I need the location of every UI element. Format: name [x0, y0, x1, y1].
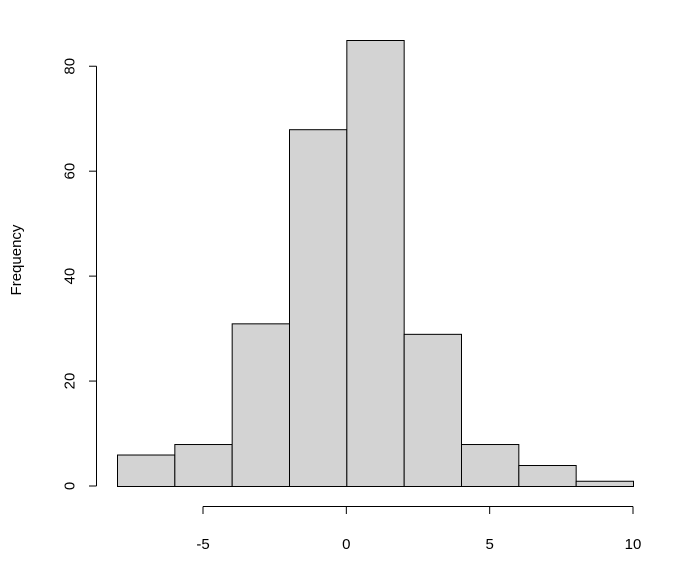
x-axis: -5 0 5 10	[196, 506, 642, 553]
bars-group	[117, 40, 635, 488]
histogram-bar	[518, 465, 577, 488]
histogram-bar	[289, 129, 348, 487]
y-tick-label: 20	[61, 373, 78, 390]
y-tick-label: 60	[61, 163, 78, 180]
histogram-bar	[346, 40, 405, 487]
y-axis-title: Frequency	[8, 224, 25, 295]
y-tick-label: 80	[61, 58, 78, 75]
x-tick-label: 10	[625, 536, 642, 553]
y-tick-label: 0	[61, 482, 78, 490]
x-tick-label: 5	[485, 536, 493, 553]
histogram-bar	[231, 323, 291, 488]
y-axis: 0 20 40 60 80	[61, 58, 97, 490]
histogram-bar	[174, 444, 233, 487]
y-tick-label: 40	[61, 268, 78, 285]
histogram-bar	[575, 480, 635, 487]
x-tick-label: 0	[342, 536, 350, 553]
histogram-bar	[117, 454, 176, 487]
histogram-bar	[461, 444, 520, 487]
histogram-bar	[403, 333, 462, 487]
x-tick-label: -5	[196, 536, 209, 553]
